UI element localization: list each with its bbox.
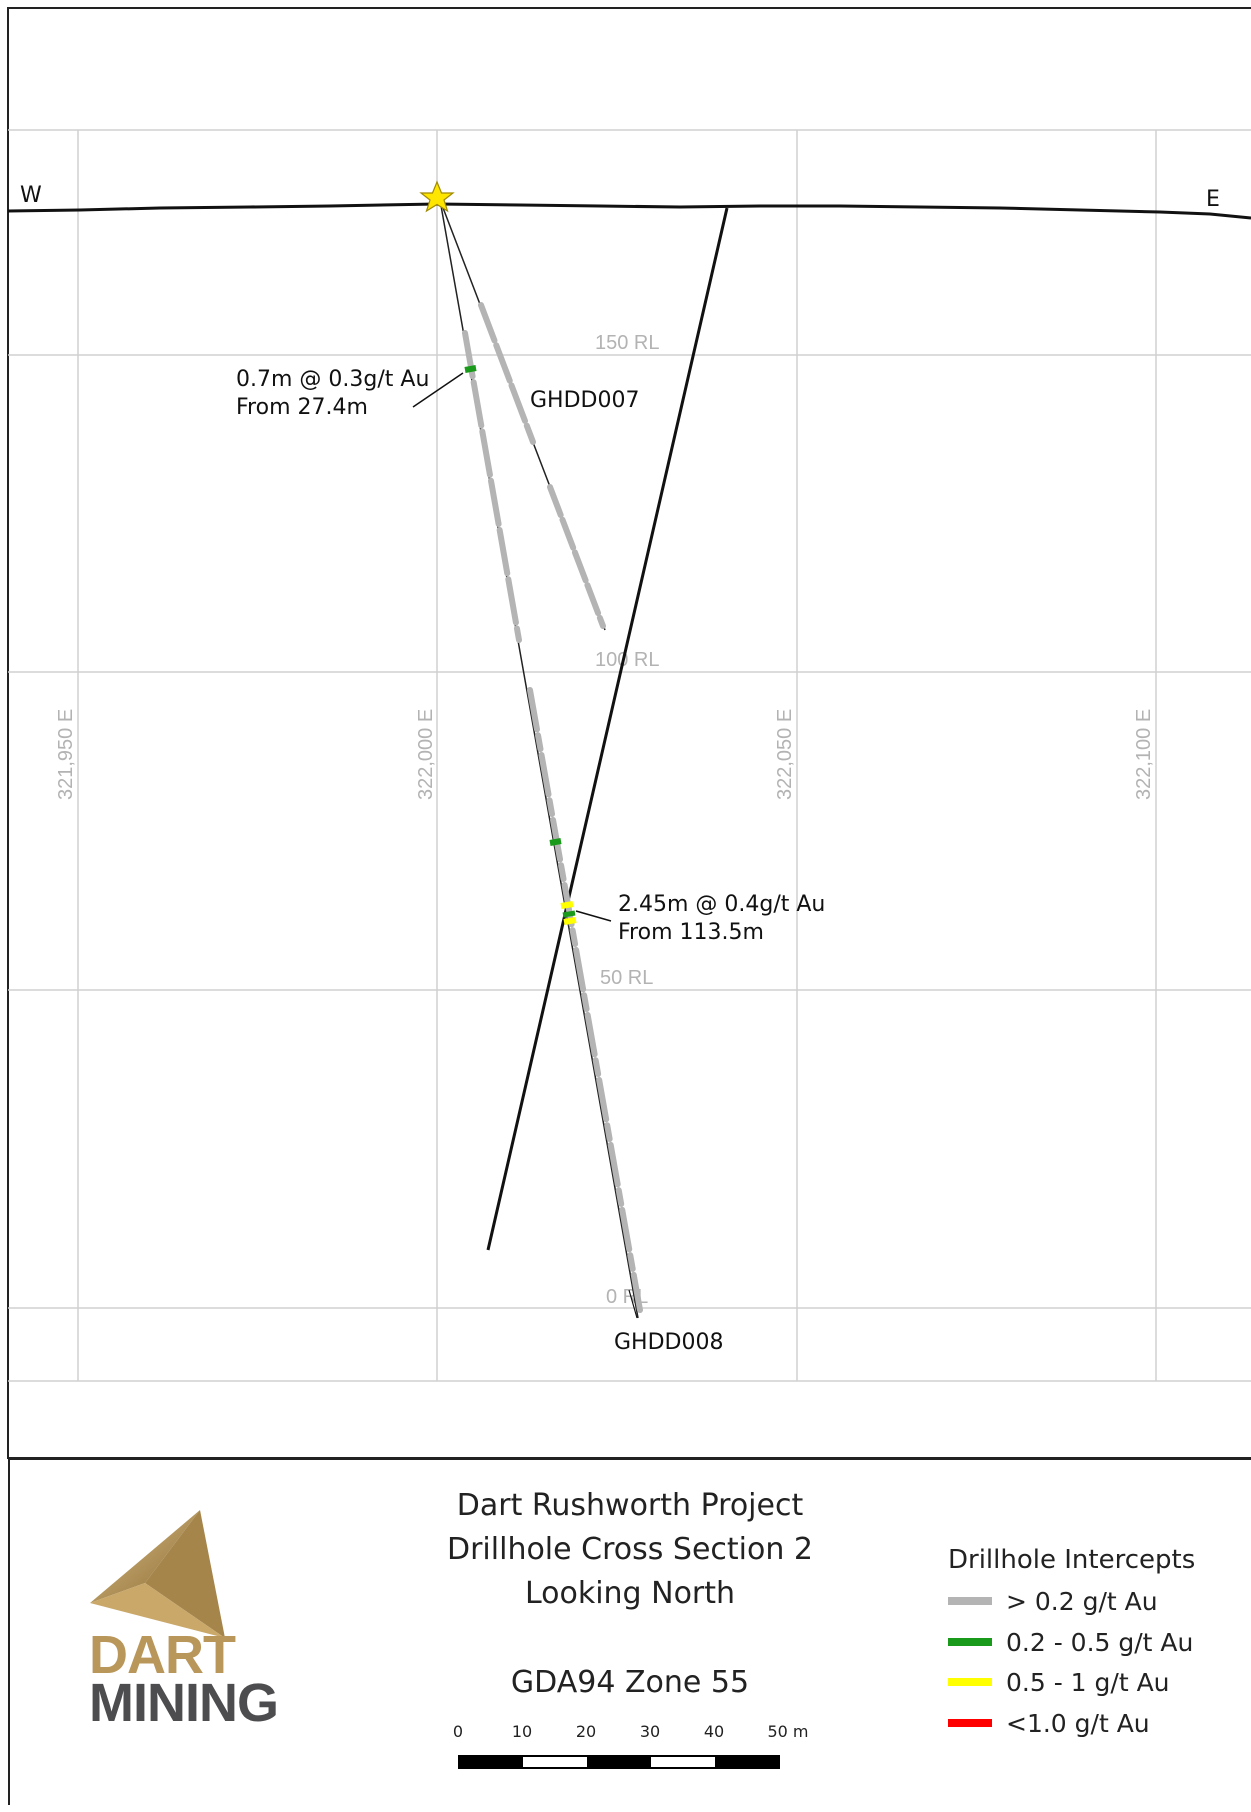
topography-surface bbox=[7, 202, 1251, 220]
drillhole-ghdd007 bbox=[439, 199, 606, 631]
footer-frame-left bbox=[8, 1460, 10, 1805]
coordinate-grid bbox=[8, 129, 1251, 1382]
ghdd008-intercept-gray bbox=[462, 330, 522, 643]
logo-text-mining: MINING bbox=[89, 1673, 279, 1733]
ghdd008-intercept-yellow bbox=[560, 901, 574, 909]
legend-swatch-yellow bbox=[948, 1678, 992, 1686]
legend-label: <1.0 g/t Au bbox=[1006, 1708, 1150, 1738]
dart-logo-icon bbox=[90, 1510, 225, 1638]
ghdd008-intercept-green bbox=[549, 838, 562, 846]
legend-item-green: 0.2 - 0.5 g/t Au bbox=[948, 1627, 1193, 1657]
legend-title: Drillhole Intercepts bbox=[948, 1545, 1196, 1575]
rl-label-100: 100 RL bbox=[595, 649, 660, 671]
logo-text-dart: DART bbox=[89, 1625, 236, 1685]
legend-swatch-green bbox=[948, 1638, 992, 1646]
easting-label-322100: 322,100 E bbox=[1133, 709, 1155, 800]
drillhole-ghdd008 bbox=[439, 199, 643, 1319]
legend-swatch-red bbox=[948, 1719, 992, 1727]
ghdd007-intercept-gray bbox=[547, 484, 606, 629]
cross-section-view: 150 RL 100 RL 50 RL 0 RL 321,950 E 322,0… bbox=[7, 7, 1251, 1460]
legend-label: 0.5 - 1 g/t Au bbox=[1006, 1667, 1170, 1697]
interpreted-structure-line bbox=[486, 207, 729, 1251]
ghdd008-intercept-green bbox=[562, 910, 576, 918]
legend-label: 0.2 - 0.5 g/t Au bbox=[1006, 1627, 1194, 1657]
map-title-line-1: Dart Rushworth Project bbox=[456, 1488, 804, 1523]
scale-tick-50: 50 m bbox=[767, 1722, 809, 1741]
legend-label: > 0.2 g/t Au bbox=[1006, 1586, 1158, 1616]
intercept-2-grade: 2.45m @ 0.4g/t Au bbox=[618, 892, 825, 917]
rl-label-150: 150 RL bbox=[595, 332, 660, 354]
ghdd008-intercept-gray bbox=[527, 687, 643, 1313]
intercept-1-leader bbox=[412, 372, 464, 408]
intercept-2-leader bbox=[575, 910, 612, 922]
company-logo: DART MINING bbox=[85, 1508, 285, 1733]
west-label: W bbox=[20, 183, 42, 208]
scale-bar-graphic bbox=[458, 1755, 780, 1769]
hole-label-ghdd008: GHDD008 bbox=[614, 1330, 723, 1355]
east-label: E bbox=[1206, 187, 1220, 212]
collar-star-icon bbox=[419, 180, 455, 213]
scale-bar: 0 10 20 30 40 50 m bbox=[453, 1722, 809, 1812]
easting-label-322000: 322,000 E bbox=[415, 709, 437, 800]
legend-item-red: <1.0 g/t Au bbox=[948, 1708, 1150, 1738]
map-footer: DART MINING Dart Rushworth Project Drill… bbox=[0, 1460, 1251, 1805]
hole-label-ghdd008-leader bbox=[628, 1289, 638, 1319]
hole-label-ghdd007: GHDD007 bbox=[530, 388, 639, 413]
legend-item-gray: > 0.2 g/t Au bbox=[948, 1586, 1158, 1616]
rl-label-50: 50 RL bbox=[600, 967, 653, 989]
scale-tick-20: 20 bbox=[575, 1722, 597, 1741]
scale-tick-10: 10 bbox=[511, 1722, 533, 1741]
intercept-2-depth: From 113.5m bbox=[618, 920, 764, 945]
projection-label: GDA94 Zone 55 bbox=[510, 1665, 750, 1700]
ghdd008-intercept-green bbox=[464, 365, 477, 373]
easting-label-321950: 321,950 E bbox=[55, 709, 77, 800]
easting-label-322050: 322,050 E bbox=[774, 709, 796, 800]
intercept-1-depth: From 27.4m bbox=[236, 395, 368, 420]
map-title-line-2: Drillhole Cross Section 2 bbox=[447, 1532, 813, 1567]
scale-tick-0: 0 bbox=[452, 1722, 464, 1741]
ghdd007-intercept-gray bbox=[478, 302, 536, 445]
intercept-1-grade: 0.7m @ 0.3g/t Au bbox=[236, 367, 429, 392]
legend-swatch-gray bbox=[948, 1597, 992, 1605]
ghdd008-intercept-yellow bbox=[563, 917, 577, 925]
scale-tick-40: 40 bbox=[703, 1722, 725, 1741]
scale-tick-30: 30 bbox=[639, 1722, 661, 1741]
legend-item-yellow: 0.5 - 1 g/t Au bbox=[948, 1667, 1170, 1697]
map-title-line-3: Looking North bbox=[524, 1576, 736, 1611]
